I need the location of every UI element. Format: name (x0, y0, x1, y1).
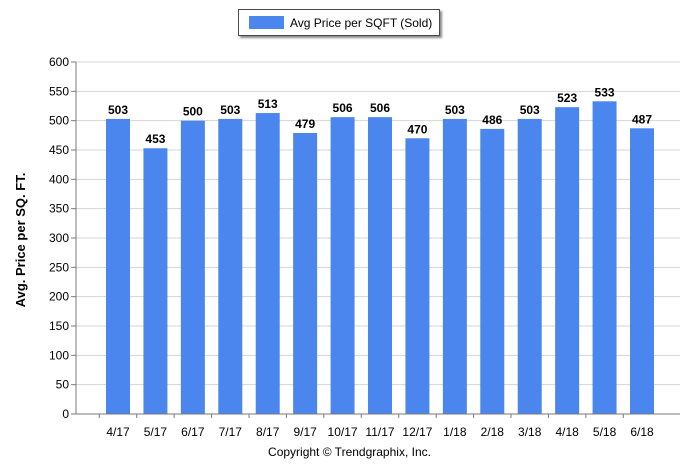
data-label: 503 (220, 103, 240, 117)
data-label: 500 (183, 105, 203, 119)
bar (405, 138, 430, 414)
x-tick-label: 7/17 (219, 425, 243, 439)
bar (106, 118, 130, 414)
legend: Avg Price per SQFT (Sold) (238, 9, 440, 36)
bar (442, 118, 467, 414)
x-tick-label: 5/18 (593, 425, 617, 439)
x-tick-label: 4/17 (106, 425, 130, 439)
data-label: 479 (295, 117, 315, 131)
y-tick-label: 50 (56, 378, 70, 392)
data-label: 503 (108, 103, 128, 117)
y-tick-label: 550 (49, 84, 69, 98)
data-labels: 503 453 500 503 513 479 506 506 470 503 486 503 523 5… (108, 85, 652, 146)
bar (555, 107, 580, 414)
x-tick-label: 8/17 (256, 425, 280, 439)
bar (480, 128, 505, 414)
axes: 0 50 100 150 200 250 300 350 400 450 500 550 600 4/17… (49, 55, 680, 439)
data-label: 487 (632, 112, 652, 126)
data-label: 533 (595, 85, 615, 99)
copyright-footer: Copyright © Trendgraphix, Inc. (268, 445, 431, 459)
y-tick-label: 600 (49, 55, 69, 69)
bar (592, 101, 617, 414)
x-tick-label: 2/18 (481, 425, 505, 439)
bar (630, 128, 654, 414)
bar (255, 113, 280, 414)
y-tick-label: 300 (49, 231, 69, 245)
bar (330, 117, 355, 414)
data-label: 523 (557, 91, 577, 105)
y-axis-label: Avg. Price per SQ. FT. (13, 173, 28, 308)
x-tick-label: 10/17 (328, 425, 358, 439)
y-tick-label: 0 (62, 407, 69, 421)
x-tick-label: 6/17 (181, 425, 205, 439)
y-tick-label: 200 (49, 290, 69, 304)
y-tick-label: 250 (49, 260, 69, 274)
data-label: 503 (520, 103, 540, 117)
y-tick-label: 100 (49, 348, 69, 362)
data-label: 453 (145, 132, 165, 146)
data-label: 506 (370, 101, 390, 115)
bar (293, 132, 318, 414)
bar (517, 118, 542, 414)
x-tick-label: 5/17 (144, 425, 168, 439)
bar (218, 118, 243, 414)
x-tick-label: 3/18 (518, 425, 542, 439)
data-label: 486 (482, 113, 502, 127)
data-label: 470 (407, 122, 427, 136)
bar (368, 117, 392, 414)
y-tick-label: 350 (49, 202, 69, 216)
y-tick-label: 400 (49, 172, 69, 186)
bar (143, 148, 168, 415)
x-tick-label: 12/17 (402, 425, 432, 439)
legend-swatch (249, 16, 284, 29)
y-tick-label: 450 (49, 143, 69, 157)
bars (106, 101, 654, 415)
x-tick-label: 1/18 (443, 425, 467, 439)
data-label: 513 (258, 97, 278, 111)
bar (180, 120, 205, 415)
data-label: 503 (445, 103, 465, 117)
x-tick-label: 4/18 (555, 425, 579, 439)
data-label: 506 (333, 101, 353, 115)
y-tick-label: 150 (49, 319, 69, 333)
x-tick-label: 11/17 (365, 425, 394, 439)
x-tick-label: 9/17 (293, 425, 317, 439)
legend-label: Avg Price per SQFT (Sold) (290, 15, 433, 30)
x-tick-label: 6/18 (630, 425, 654, 439)
y-tick-label: 500 (49, 114, 69, 128)
